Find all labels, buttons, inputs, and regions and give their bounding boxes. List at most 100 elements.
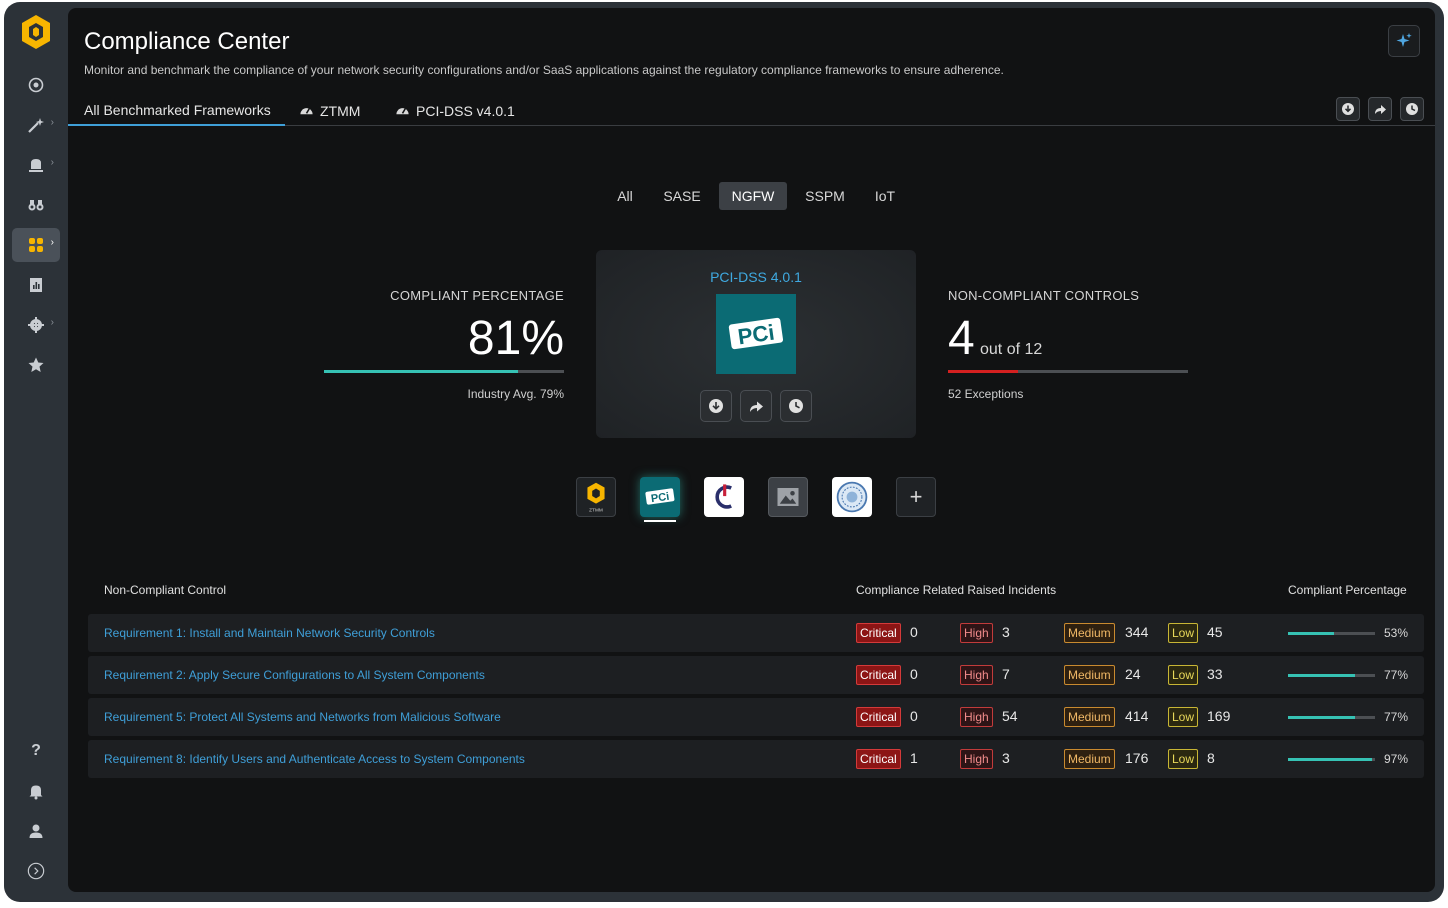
noncompliant-progress-bar <box>948 370 1188 373</box>
compliance-percentage: 97% <box>1383 752 1408 766</box>
page-subtitle: Monitor and benchmark the compliance of … <box>84 63 1004 77</box>
schedule-button[interactable] <box>1400 97 1424 121</box>
segment-label: SSPM <box>805 188 845 204</box>
alarm-icon <box>29 159 43 172</box>
pci-logo-icon: PCi <box>645 488 675 505</box>
notifications-button[interactable] <box>12 774 60 808</box>
medium-badge: Medium <box>1064 707 1115 727</box>
sidebar-item-investigate[interactable] <box>12 188 60 222</box>
brand-logo[interactable] <box>20 14 52 50</box>
segment-sase[interactable]: SASE <box>656 182 708 210</box>
sidebar-item-apps[interactable]: › <box>12 228 60 262</box>
sidebar-item-incidents[interactable]: › <box>12 148 60 182</box>
main-panel: Compliance Center Monitor and benchmark … <box>68 8 1435 892</box>
framework-c-logo-icon <box>715 484 732 509</box>
framework-ztmm[interactable]: ZTMM <box>576 477 616 517</box>
chevron-right-icon: › <box>50 117 54 128</box>
segment-iot[interactable]: IoT <box>867 182 903 210</box>
segment-label: All <box>617 188 633 204</box>
compliance-bar-fill <box>1288 716 1355 719</box>
framework-c[interactable] <box>704 477 744 517</box>
gauge-icon <box>396 108 409 115</box>
segment-ngfw[interactable]: NGFW <box>719 182 787 210</box>
compliance-percentage: 77% <box>1383 710 1408 724</box>
framework-pci-dss[interactable]: PCi <box>640 477 680 517</box>
app-window: › › › › ? <box>4 2 1444 902</box>
low-count: 169 <box>1207 708 1231 724</box>
framework-image-placeholder[interactable] <box>768 477 808 517</box>
sidebar-item-automation[interactable]: › <box>12 108 60 142</box>
pci-logo-text: PCi <box>736 320 776 350</box>
framework-seal[interactable] <box>832 477 872 517</box>
magic-wand-icon <box>28 118 44 133</box>
card-share-button[interactable] <box>740 390 772 422</box>
framework-card: PCI-DSS 4.0.1 PCi <box>596 250 916 438</box>
compliance-bar-fill <box>1288 758 1373 761</box>
compliant-percentage-label: COMPLIANT PERCENTAGE <box>390 288 564 303</box>
industry-average: Industry Avg. 79% <box>467 387 564 401</box>
high-count: 3 <box>1002 750 1010 766</box>
sidebar-item-favorites[interactable] <box>12 348 60 382</box>
compliance-bar <box>1288 758 1375 761</box>
help-button[interactable]: ? <box>12 734 60 768</box>
compliance-percentage: 77% <box>1383 668 1408 682</box>
requirement-link[interactable]: Requirement 2: Apply Secure Configuratio… <box>104 668 485 682</box>
clock-icon <box>1406 103 1418 115</box>
compliant-progress-fill <box>324 370 519 373</box>
share-button[interactable] <box>1368 97 1392 121</box>
low-count: 8 <box>1207 750 1215 766</box>
sidebar-item-settings[interactable]: › <box>12 308 60 342</box>
medium-count: 176 <box>1125 750 1149 766</box>
medium-count: 24 <box>1125 666 1141 682</box>
requirement-link[interactable]: Requirement 8: Identify Users and Authen… <box>104 752 525 766</box>
medium-count: 414 <box>1125 708 1149 724</box>
add-framework-button[interactable]: + <box>896 477 936 517</box>
pci-logo: PCi <box>716 294 796 374</box>
report-icon <box>30 278 42 292</box>
noncompliant-count: 4 <box>948 312 975 365</box>
compliant-progress-bar <box>324 370 564 373</box>
download-button[interactable] <box>1336 97 1360 121</box>
compliance-percentage: 53% <box>1383 626 1408 640</box>
segment-label: NGFW <box>731 188 775 204</box>
sidebar-item-dashboard[interactable] <box>12 68 60 102</box>
ztmm-logo-caption: ZTMM <box>589 507 603 513</box>
expand-sidebar-button[interactable] <box>12 854 60 888</box>
medium-badge: Medium <box>1064 665 1115 685</box>
download-icon <box>1342 103 1354 115</box>
help-icon: ? <box>31 742 41 759</box>
compliance-bar <box>1288 632 1375 635</box>
user-icon <box>29 824 43 838</box>
table-row: Requirement 1: Install and Maintain Netw… <box>88 614 1424 652</box>
plus-icon: + <box>909 484 923 509</box>
compliance-bar <box>1288 674 1375 677</box>
table-row: Requirement 2: Apply Secure Configuratio… <box>88 656 1424 694</box>
sidebar-item-reports[interactable] <box>12 268 60 302</box>
requirement-link[interactable]: Requirement 1: Install and Maintain Netw… <box>104 626 435 640</box>
selected-framework-indicator <box>644 520 676 522</box>
tab-pci-dss[interactable]: PCI-DSS v4.0.1 <box>395 95 515 126</box>
ai-assistant-button[interactable] <box>1388 25 1420 57</box>
card-download-button[interactable] <box>700 390 732 422</box>
tab-all-benchmarked-frameworks[interactable]: All Benchmarked Frameworks <box>68 95 285 126</box>
critical-count: 0 <box>910 624 918 640</box>
critical-count: 1 <box>910 750 918 766</box>
segment-all[interactable]: All <box>608 182 642 210</box>
high-count: 3 <box>1002 624 1010 640</box>
segment-sspm[interactable]: SSPM <box>798 182 852 210</box>
high-count: 54 <box>1002 708 1018 724</box>
user-profile-button[interactable] <box>12 814 60 848</box>
table-row: Requirement 8: Identify Users and Authen… <box>88 740 1424 778</box>
exceptions-count: 52 Exceptions <box>948 387 1024 401</box>
requirement-link[interactable]: Requirement 5: Protect All Systems and N… <box>104 710 501 724</box>
framework-card-title[interactable]: PCI-DSS 4.0.1 <box>710 269 802 285</box>
page-title: Compliance Center <box>84 28 290 55</box>
noncompliant-progress-fill <box>948 370 1018 373</box>
card-schedule-button[interactable] <box>780 390 812 422</box>
low-count: 33 <box>1207 666 1223 682</box>
medium-badge: Medium <box>1064 623 1115 643</box>
tab-ztmm[interactable]: ZTMM <box>299 95 360 126</box>
tab-label: ZTMM <box>320 102 361 119</box>
low-badge: Low <box>1168 707 1199 727</box>
share-icon <box>1375 105 1386 114</box>
